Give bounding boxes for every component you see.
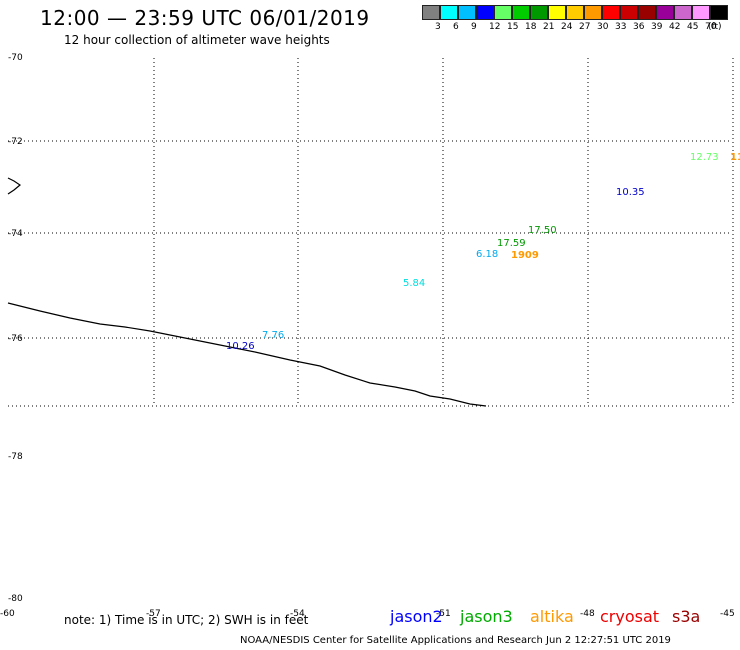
legend-label: 18 (525, 22, 537, 32)
satellite-jason3: jason3 (460, 607, 513, 626)
legend-swatch (602, 5, 620, 20)
units-note: note: 1) Time is in UTC; 2) SWH is in fe… (64, 613, 309, 627)
legend-swatch (638, 5, 656, 20)
map-subtitle: 12 hour collection of altimeter wave hei… (64, 33, 330, 47)
legend-swatch (512, 5, 530, 20)
legend-label: 33 (615, 22, 627, 32)
legend-swatch (494, 5, 512, 20)
legend-label: 9 (471, 22, 477, 32)
wave-height-label: 6.18 (476, 249, 498, 260)
legend-label: 15 (507, 22, 519, 32)
color-legend-labels: 3 6 9 12 15 18 21 24 27 30 33 36 39 42 45 70 (ft) (422, 22, 732, 34)
lon-label: -54 (290, 609, 305, 619)
lon-label: -60 (0, 609, 15, 619)
lat-label-78: -78 (8, 452, 23, 462)
legend-label: (ft) (708, 22, 722, 32)
legend-swatch (656, 5, 674, 20)
lat-label-74: -74 (8, 229, 23, 239)
wave-height-label: 11 (730, 152, 740, 163)
legend-label: 27 (579, 22, 591, 32)
legend-label: 30 (597, 22, 609, 32)
wave-height-label: 12.73 (690, 152, 719, 163)
legend-label: 24 (561, 22, 573, 32)
wave-height-label: 5.84 (403, 278, 425, 289)
legend-label: 3 (435, 22, 441, 32)
legend-swatch (548, 5, 566, 20)
legend-label: 12 (489, 22, 501, 32)
satellite-s3a: s3a (672, 607, 701, 626)
wave-height-label: 17.50 (528, 225, 557, 236)
legend-swatch (674, 5, 692, 20)
wave-height-label: 17.59 (497, 238, 526, 249)
legend-label: 70 (705, 22, 717, 32)
coast-fragment (7, 177, 22, 195)
color-legend (422, 5, 728, 20)
wave-height-label: 10.26 (226, 341, 255, 352)
legend-swatch (692, 5, 710, 20)
legend-swatch (440, 5, 458, 20)
map-title: 12:00 — 23:59 UTC 06/01/2019 (40, 6, 370, 30)
legend-label: 6 (453, 22, 459, 32)
graticule (8, 58, 734, 407)
lat-label-80: -80 (8, 594, 23, 604)
legend-label: 36 (633, 22, 645, 32)
coastline (7, 302, 487, 407)
lat-label-70: -70 (8, 53, 23, 63)
legend-swatch (458, 5, 476, 20)
legend-swatch (710, 5, 728, 20)
legend-label: 42 (669, 22, 681, 32)
lon-label: -48 (580, 609, 595, 619)
wave-height-label: 1909 (511, 250, 539, 261)
satellite-cryosat: cryosat (600, 607, 660, 626)
lat-label-72: -72 (8, 137, 23, 147)
lat-label-76: -76 (8, 334, 23, 344)
satellite-altika: altika (530, 607, 574, 626)
wave-height-label: 7.76 (262, 330, 284, 341)
credit-footer: NOAA/NESDIS Center for Satellite Applica… (240, 635, 671, 646)
lon-label: -51 (436, 609, 451, 619)
satellite-jason2: jason2 (390, 607, 443, 626)
wave-height-label: 10.35 (616, 187, 645, 198)
wave-height-labels: 12.73 11 10.35 17.50 17.59 6.18 1909 5.8… (226, 152, 740, 352)
legend-swatch (584, 5, 602, 20)
lon-label: -45 (720, 609, 735, 619)
lon-label: -57 (146, 609, 161, 619)
legend-swatch (476, 5, 494, 20)
legend-swatch (422, 5, 440, 20)
legend-swatch (620, 5, 638, 20)
legend-label: 45 (687, 22, 699, 32)
legend-label: 39 (651, 22, 663, 32)
legend-label: 21 (543, 22, 555, 32)
legend-swatch (566, 5, 584, 20)
wave-height-map: -70 -72 -74 -76 -78 -80 12.73 11 10.35 1… (7, 53, 740, 604)
legend-swatch (530, 5, 548, 20)
